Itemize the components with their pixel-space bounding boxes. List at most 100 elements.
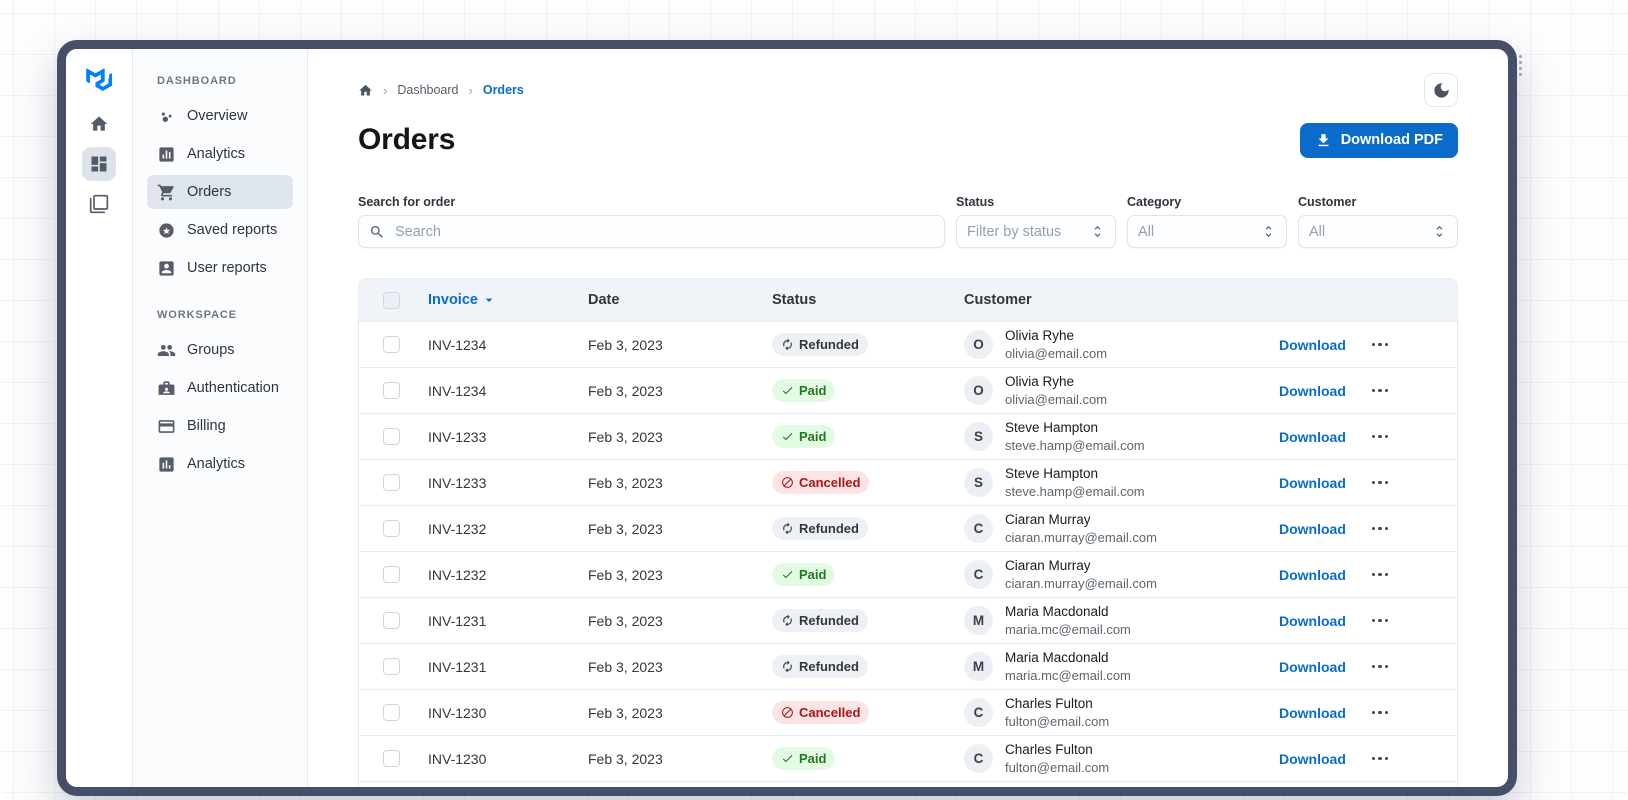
download-link[interactable]: Download	[1279, 336, 1346, 353]
sidebar-item-groups[interactable]: Groups	[147, 333, 293, 367]
customer-name: Steve Hampton	[1005, 420, 1099, 436]
dark-mode-toggle[interactable]	[1424, 73, 1458, 107]
row-checkbox[interactable]	[383, 566, 400, 583]
check-icon	[782, 755, 793, 763]
check-icon	[782, 433, 793, 441]
download-link[interactable]: Download	[1279, 566, 1346, 583]
avatar: M	[964, 606, 993, 635]
download-link[interactable]: Download	[1279, 612, 1346, 629]
select-all-checkbox[interactable]	[383, 291, 400, 309]
home-icon	[359, 84, 372, 95]
row-menu-button[interactable]	[1371, 526, 1389, 531]
invoice-header-label: Invoice	[428, 292, 478, 308]
row-menu-button[interactable]	[1371, 664, 1389, 669]
download-link[interactable]: Download	[1279, 382, 1346, 399]
sidebar-item-orders[interactable]: Orders	[147, 175, 293, 209]
refresh-icon	[783, 660, 792, 673]
unfold-more-icon	[1265, 225, 1272, 238]
sidebar-item-overview[interactable]: Overview	[147, 99, 293, 133]
row-menu-button[interactable]	[1371, 388, 1389, 393]
customer-name: Steve Hampton	[1005, 466, 1099, 482]
invoice-cell: INV-1233	[428, 428, 487, 445]
download-link[interactable]: Download	[1279, 428, 1346, 445]
sidebar-item-user-reports[interactable]: User reports	[147, 251, 293, 285]
invoice-cell: INV-1231	[428, 612, 487, 629]
row-checkbox[interactable]	[383, 704, 400, 721]
refresh-icon	[783, 522, 792, 535]
invoice-cell: INV-1232	[428, 566, 487, 583]
date-cell: Feb 3, 2023	[588, 474, 663, 491]
bubble-chart-icon	[161, 112, 172, 122]
status-badge: Cancelled	[772, 471, 870, 494]
sort-arrow-icon	[485, 298, 493, 302]
dashboard-rail-button[interactable]	[82, 147, 116, 181]
moon-icon	[1433, 82, 1449, 98]
download-link[interactable]: Download	[1279, 474, 1346, 491]
invoice-cell: INV-1234	[428, 382, 487, 399]
row-menu-button[interactable]	[1371, 342, 1389, 347]
layers-icon	[89, 194, 109, 214]
sidebar-item-billing[interactable]: Billing	[147, 409, 293, 443]
status-label: Cancelled	[799, 475, 861, 490]
status-badge: Cancelled	[772, 701, 870, 724]
invoice-cell: INV-1233	[428, 474, 487, 491]
download-link[interactable]: Download	[1279, 750, 1346, 767]
badge-icon	[158, 380, 175, 395]
status-label: Cancelled	[799, 705, 861, 720]
row-menu-button[interactable]	[1371, 756, 1389, 761]
block-icon	[782, 707, 793, 718]
breadcrumb-home-link[interactable]	[358, 83, 373, 98]
row-checkbox[interactable]	[383, 382, 400, 399]
customer-email: ciaran.murray@email.com	[1005, 529, 1157, 545]
customer-email: maria.mc@email.com	[1005, 621, 1131, 637]
row-menu-button[interactable]	[1371, 434, 1389, 439]
row-checkbox[interactable]	[383, 750, 400, 767]
row-checkbox[interactable]	[383, 658, 400, 675]
download-link[interactable]: Download	[1279, 704, 1346, 721]
sidebar-item-analytics[interactable]: Analytics	[147, 447, 293, 481]
row-checkbox[interactable]	[383, 520, 400, 537]
sidebar-item-label: Analytics	[187, 146, 246, 162]
row-checkbox[interactable]	[383, 428, 400, 445]
download-pdf-button[interactable]: Download PDF	[1299, 122, 1458, 158]
breadcrumb-dashboard-link[interactable]: Dashboard	[397, 83, 459, 97]
row-menu-button[interactable]	[1371, 710, 1389, 715]
status-badge: Refunded	[772, 655, 868, 678]
sidebar-item-label: User reports	[187, 260, 267, 276]
sidebar-item-saved-reports[interactable]: Saved reports	[147, 213, 293, 247]
row-checkbox[interactable]	[383, 336, 400, 353]
search-input[interactable]	[393, 222, 934, 241]
row-checkbox[interactable]	[383, 474, 400, 491]
column-header-invoice[interactable]: Invoice	[428, 292, 588, 308]
row-menu-button[interactable]	[1371, 572, 1389, 577]
invoice-cell: INV-1231	[428, 658, 487, 675]
customer-name: Olivia Ryhe	[1005, 328, 1075, 344]
row-menu-button[interactable]	[1371, 480, 1389, 485]
star-circle-icon	[159, 222, 174, 238]
download-link[interactable]: Download	[1279, 520, 1346, 537]
sidebar-item-authentication[interactable]: Authentication	[147, 371, 293, 405]
invoice-cell: INV-1230	[428, 750, 487, 767]
sidebar-item-label: Orders	[187, 184, 232, 200]
unfold-more-icon	[1436, 225, 1443, 238]
download-link[interactable]: Download	[1279, 658, 1346, 675]
unfold-more-icon	[1094, 225, 1101, 238]
customer-filter-select[interactable]: All	[1298, 215, 1458, 248]
row-checkbox[interactable]	[383, 612, 400, 629]
category-filter-select[interactable]: All	[1127, 215, 1287, 248]
table-row: INV-1230 Feb 3, 2023 Paid C Charles Fult…	[359, 735, 1457, 781]
status-label: Refunded	[799, 521, 859, 536]
category-filter-value: All	[1138, 223, 1155, 240]
avatar: O	[964, 330, 993, 359]
sidebar-item-analytics[interactable]: Analytics	[147, 137, 293, 171]
avatar: C	[964, 514, 993, 543]
row-menu-button[interactable]	[1371, 618, 1389, 623]
status-filter-select[interactable]: Filter by status	[956, 215, 1116, 248]
chevron-right-icon: ›	[468, 82, 473, 98]
cart-icon	[157, 184, 174, 200]
window-scrollbar-dots[interactable]	[1519, 55, 1522, 76]
layers-rail-button[interactable]	[82, 187, 116, 221]
home-rail-button[interactable]	[82, 107, 116, 141]
customer-email: olivia@email.com	[1005, 345, 1108, 361]
